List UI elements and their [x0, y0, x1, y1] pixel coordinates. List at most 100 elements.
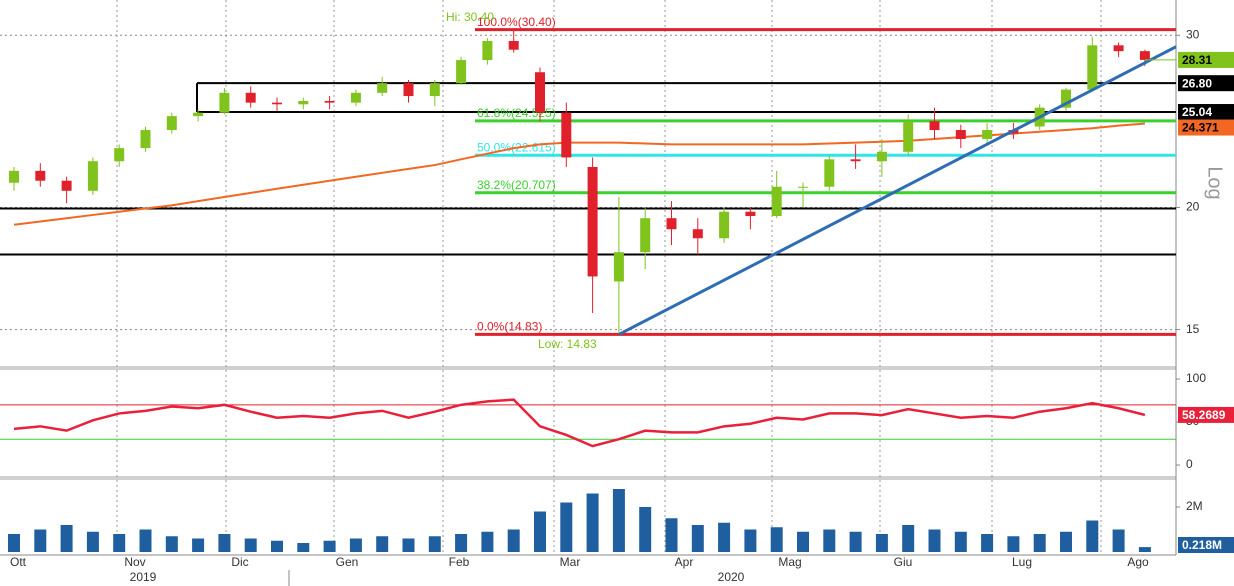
- volume-bar: [928, 529, 941, 552]
- year-label: 2020: [718, 570, 745, 584]
- rsi-label-box: [1178, 406, 1234, 423]
- volume-bar: [902, 525, 915, 552]
- candle-body: [272, 102, 282, 105]
- volume-bar: [297, 543, 310, 552]
- volume-bar: [1007, 536, 1020, 552]
- volume-bar: [34, 529, 47, 552]
- panel-separator: [0, 476, 1176, 480]
- candle-body: [587, 166, 598, 277]
- level-label-box: [1178, 104, 1234, 121]
- x-tick-label: Mag: [778, 555, 801, 569]
- volume-bar: [691, 525, 704, 552]
- candle-body: [903, 121, 914, 152]
- volume-bar: [534, 511, 546, 552]
- candle-body: [850, 159, 861, 162]
- candle-body: [719, 211, 730, 239]
- panel-separator: [0, 366, 1176, 370]
- candle-body: [771, 186, 782, 217]
- x-tick-label: Ott: [10, 555, 27, 569]
- volume-label: 0.218M: [1182, 538, 1222, 552]
- y-tick-label: 2M: [1186, 499, 1203, 513]
- rsi-line: [13, 398, 1146, 448]
- candle-body: [324, 100, 335, 103]
- candle-body: [9, 170, 19, 183]
- candle-body: [640, 218, 651, 253]
- x-tick-label: Nov: [124, 555, 145, 569]
- fib-label: 38.2%(20.707): [477, 178, 556, 192]
- volume-bar: [875, 534, 888, 552]
- x-tick-label: Feb: [449, 555, 470, 569]
- y-tick-label: 30: [1186, 27, 1200, 41]
- x-tick-label: Mar: [560, 555, 581, 569]
- volume-bar: [849, 531, 862, 552]
- last-price-label: 28.31: [1182, 53, 1212, 67]
- low-label: Low: 14.83: [538, 337, 597, 351]
- candle-body: [561, 112, 572, 158]
- volume-bar: [323, 540, 336, 552]
- volume-bar: [402, 538, 415, 552]
- volume-bar: [349, 538, 362, 552]
- volume-bar: [560, 502, 573, 552]
- candle-body: [193, 112, 204, 117]
- candle-body: [666, 218, 677, 230]
- candle-body: [166, 116, 177, 131]
- volume-bar: [271, 540, 283, 552]
- volume-bar: [981, 534, 994, 552]
- volume-bar: [60, 525, 73, 552]
- volume-bar: [113, 534, 126, 552]
- candle-body: [876, 151, 887, 162]
- candle-body: [114, 148, 125, 162]
- x-tick-label: Gen: [336, 555, 359, 569]
- level-label: 25.04: [1182, 105, 1212, 119]
- candle-body: [245, 92, 256, 103]
- rsi-label: 58.2689: [1182, 408, 1226, 422]
- candle-body: [824, 159, 835, 187]
- volume-bar: [455, 534, 468, 552]
- volume-bar: [1112, 529, 1125, 552]
- candle-body: [929, 121, 940, 131]
- volume-label-box: [1178, 537, 1234, 553]
- candle-body: [140, 130, 151, 149]
- volume-bar: [639, 507, 652, 552]
- candle-body: [613, 252, 624, 282]
- level-label-box: [1178, 75, 1234, 92]
- candle-body: [745, 211, 756, 217]
- candle-body: [692, 229, 703, 239]
- x-tick-label: Ago: [1127, 555, 1149, 569]
- trendline: [618, 45, 1177, 336]
- volume-bar: [376, 536, 389, 552]
- volume-bar: [823, 529, 836, 552]
- candle-body: [456, 60, 467, 84]
- y-tick-label: 15: [1186, 322, 1200, 336]
- volume-bar: [165, 536, 178, 552]
- x-tick-label: Dic: [231, 555, 248, 569]
- volume-bar: [797, 531, 809, 552]
- volume-bar: [86, 531, 99, 552]
- volume-bar: [192, 538, 205, 552]
- volume-bar: [718, 522, 731, 552]
- volume-bar: [8, 534, 20, 552]
- candle-body: [377, 83, 388, 93]
- year-label: 2019: [130, 570, 157, 584]
- volume-bar: [770, 527, 783, 552]
- volume-bar: [586, 493, 599, 552]
- volume-bar: [744, 529, 757, 552]
- fib-label: 0.0%(14.83): [477, 320, 542, 334]
- volume-bar: [428, 536, 441, 552]
- y-tick-label: 20: [1186, 200, 1200, 214]
- y-tick-label: 0: [1186, 457, 1193, 471]
- level-label: 26.80: [1182, 76, 1212, 90]
- candle-body: [955, 130, 966, 139]
- candle-body: [350, 92, 361, 103]
- last-price-label-box: [1178, 51, 1234, 68]
- ma-label-box: [1178, 119, 1234, 136]
- hi-label: Hi: 30.40: [446, 10, 494, 24]
- volume-bar: [507, 529, 520, 552]
- candle-body: [798, 186, 808, 188]
- candle-body: [982, 130, 993, 139]
- candle-body: [1087, 45, 1098, 90]
- volume-bar: [1138, 547, 1151, 552]
- candle-body: [1061, 89, 1071, 108]
- moving-average: [13, 122, 1145, 226]
- candle-body: [1139, 51, 1150, 60]
